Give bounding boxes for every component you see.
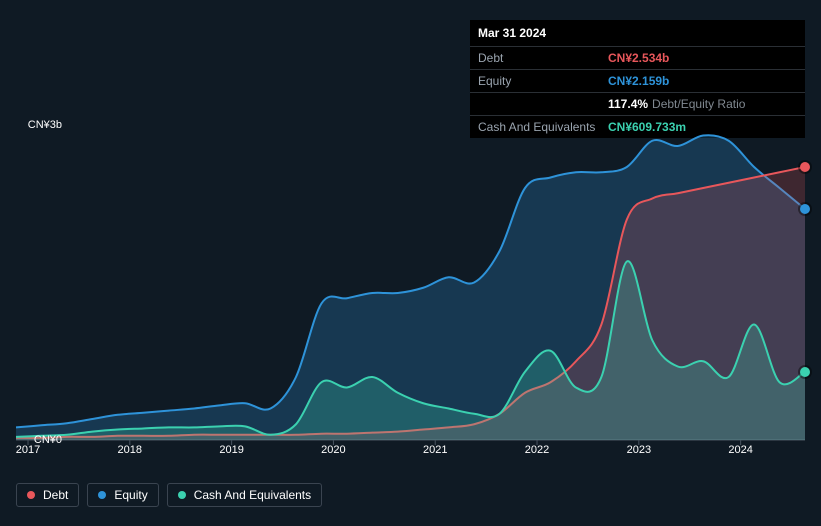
chart-svg — [16, 125, 805, 465]
legend-item-debt[interactable]: Debt — [16, 483, 79, 507]
legend-item-cash-and-equivalents[interactable]: Cash And Equivalents — [167, 483, 322, 507]
tooltip-date: Mar 31 2024 — [470, 20, 805, 47]
tooltip-sublabel: Debt/Equity Ratio — [652, 97, 745, 111]
financial-chart: 20172018201920202021202220232024CN¥0CN¥3… — [16, 125, 805, 465]
legend-dot-icon — [27, 491, 35, 499]
chart-tooltip: Mar 31 2024 DebtCN¥2.534bEquityCN¥2.159b… — [470, 20, 805, 138]
tooltip-row: DebtCN¥2.534b — [470, 47, 805, 70]
tooltip-value: 117.4%Debt/Equity Ratio — [608, 97, 745, 111]
legend-label: Cash And Equivalents — [194, 488, 311, 502]
x-axis-label: 2021 — [423, 444, 447, 456]
tooltip-value: CN¥2.159b — [608, 74, 669, 88]
tooltip-label — [478, 97, 608, 111]
x-axis-label: 2020 — [321, 444, 345, 456]
legend-label: Equity — [114, 488, 147, 502]
x-axis-label: 2019 — [219, 444, 243, 456]
tooltip-value: CN¥2.534b — [608, 51, 669, 65]
x-axis-label: 2022 — [525, 444, 549, 456]
legend-dot-icon — [98, 491, 106, 499]
series-end-dot — [800, 367, 810, 377]
legend-label: Debt — [43, 488, 68, 502]
y-axis-label: CN¥3b — [28, 119, 62, 131]
x-axis-label: 2024 — [728, 444, 752, 456]
y-axis-label: CN¥0 — [34, 434, 62, 446]
tooltip-row: EquityCN¥2.159b — [470, 70, 805, 93]
chart-legend: Debt Equity Cash And Equivalents — [16, 483, 322, 507]
legend-dot-icon — [178, 491, 186, 499]
series-end-dot — [800, 204, 810, 214]
x-axis-label: 2018 — [118, 444, 142, 456]
tooltip-row: 117.4%Debt/Equity Ratio — [470, 93, 805, 116]
x-axis-label: 2023 — [627, 444, 651, 456]
tooltip-label: Equity — [478, 74, 608, 88]
series-end-dot — [800, 162, 810, 172]
legend-item-equity[interactable]: Equity — [87, 483, 158, 507]
tooltip-label: Debt — [478, 51, 608, 65]
